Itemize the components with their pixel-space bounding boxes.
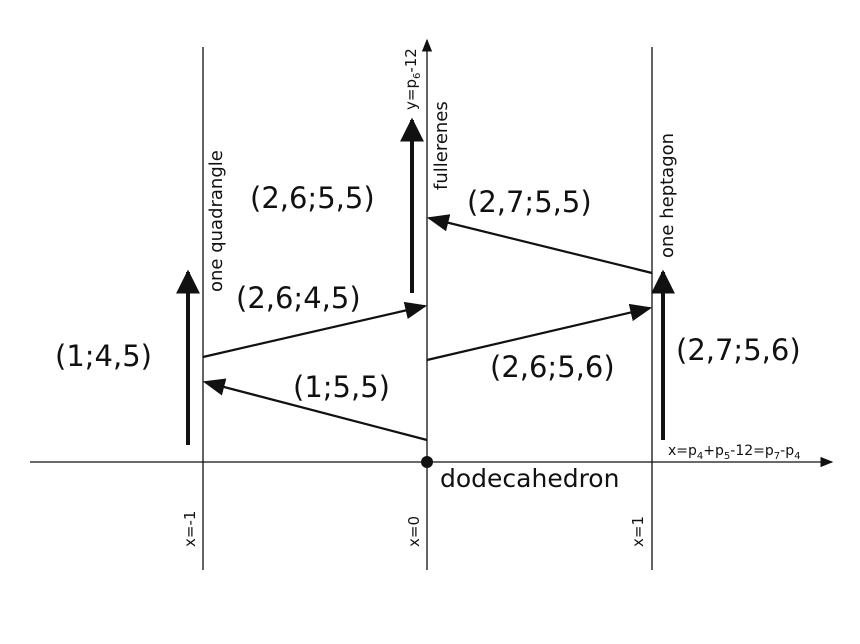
label-part: -12: [402, 48, 420, 73]
label-sub: 7: [774, 451, 780, 462]
column-label: fullerenes: [431, 101, 452, 190]
state-label: (2,6;4,5): [236, 281, 361, 315]
label-sub: 4: [697, 451, 703, 462]
label-sub: 5: [724, 451, 730, 462]
label-sub: 6: [412, 73, 423, 79]
arrows: [176, 117, 675, 445]
arrow: [426, 214, 653, 275]
column-label: one quadrangle: [206, 150, 227, 292]
y-axis-label: y=p6-12: [402, 48, 423, 110]
arrow: [426, 303, 653, 362]
state-label: (2,7;5,6): [676, 333, 801, 367]
column-label: one heptagon: [657, 133, 678, 258]
label-part: +p: [703, 443, 724, 459]
label-part: -p: [780, 443, 794, 459]
origin-label: dodecahedron: [440, 464, 619, 493]
origin-dot: [421, 456, 433, 468]
state-label: (2,6;5,5): [250, 181, 375, 215]
state-label: (1;4,5): [55, 339, 152, 373]
arrow: [202, 301, 428, 359]
label-part: -12=p: [730, 443, 774, 459]
state-label: (2,7;5,5): [467, 185, 592, 219]
x-mark: x=1: [629, 516, 647, 547]
state-label: (2,6;5,6): [490, 350, 615, 384]
x-axis-label: x=p4+p5-12=p7-p4: [668, 443, 800, 462]
x-mark: x=0: [405, 516, 423, 547]
label-part: y=p: [402, 79, 420, 110]
label-sub: 4: [794, 451, 800, 462]
arrow: [202, 378, 428, 442]
state-label: (1;5,5): [293, 370, 390, 404]
x-mark: x=-1: [181, 511, 199, 547]
label-part: x=p: [668, 443, 697, 459]
